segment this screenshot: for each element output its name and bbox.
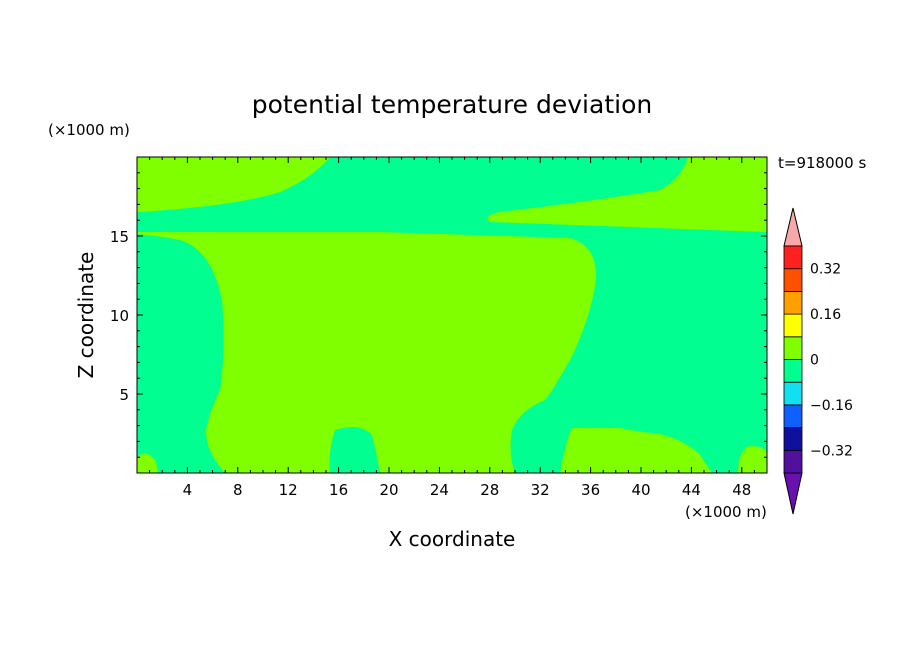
colorbar-segment (783, 359, 803, 383)
x-tick-label: 16 (329, 481, 348, 499)
colorbar-segment (783, 268, 803, 292)
colorbar-tick-label: −0.32 (810, 443, 853, 459)
x-ticks: 4 8 12 16 20 24 28 32 36 40 44 48 (149, 157, 755, 499)
colorbar-tick-label: 0.16 (810, 307, 841, 323)
colorbar-segment (783, 449, 803, 474)
y-ticks: 5 10 15 (110, 172, 767, 458)
time-label: t=918000 s (778, 154, 866, 172)
colorbar-tick-label: −0.16 (810, 398, 853, 414)
x-axis-label: X coordinate (389, 527, 516, 551)
y-tick-label: 10 (110, 307, 129, 325)
y-axis-label: Z coordinate (74, 252, 98, 379)
x-tick-label: 4 (183, 481, 193, 499)
x-tick-label: 12 (279, 481, 298, 499)
x-tick-label: 40 (631, 481, 650, 499)
x-tick-label: 28 (480, 481, 499, 499)
field-region-positive-bottom-left (137, 453, 158, 473)
y-tick-label: 5 (119, 386, 129, 404)
colorbar-tick-label: 0.32 (810, 262, 841, 278)
colorbar-segment (783, 427, 803, 451)
colorbar: 0.32 0.16 0 −0.16 −0.32 (783, 207, 853, 515)
colorbar-segment (783, 245, 803, 270)
colorbar-segment (783, 381, 803, 406)
field-region-positive-top-right (137, 157, 767, 232)
x-tick-label: 24 (430, 481, 449, 499)
colorbar-segment (783, 313, 803, 338)
x-tick-label: 20 (379, 481, 398, 499)
x-tick-label: 48 (732, 481, 751, 499)
field-region-positive-bottom-right (560, 428, 712, 473)
colorbar-segment (783, 290, 803, 315)
x-tick-label: 44 (682, 481, 701, 499)
x-tick-label: 8 (233, 481, 243, 499)
y-unit-label: (×1000 m) (48, 121, 130, 139)
colorbar-segment (783, 404, 803, 428)
colorbar-segment (783, 336, 803, 360)
x-tick-label: 32 (531, 481, 550, 499)
field-region-positive-center (137, 232, 597, 473)
y-tick-label: 15 (110, 228, 129, 246)
colorbar-tick-label: 0 (810, 353, 819, 369)
x-tick-label: 36 (581, 481, 600, 499)
field-region-positive-bottom-far-right (738, 446, 767, 473)
chart-title: potential temperature deviation (252, 90, 652, 119)
x-unit-label: (×1000 m) (685, 503, 767, 521)
